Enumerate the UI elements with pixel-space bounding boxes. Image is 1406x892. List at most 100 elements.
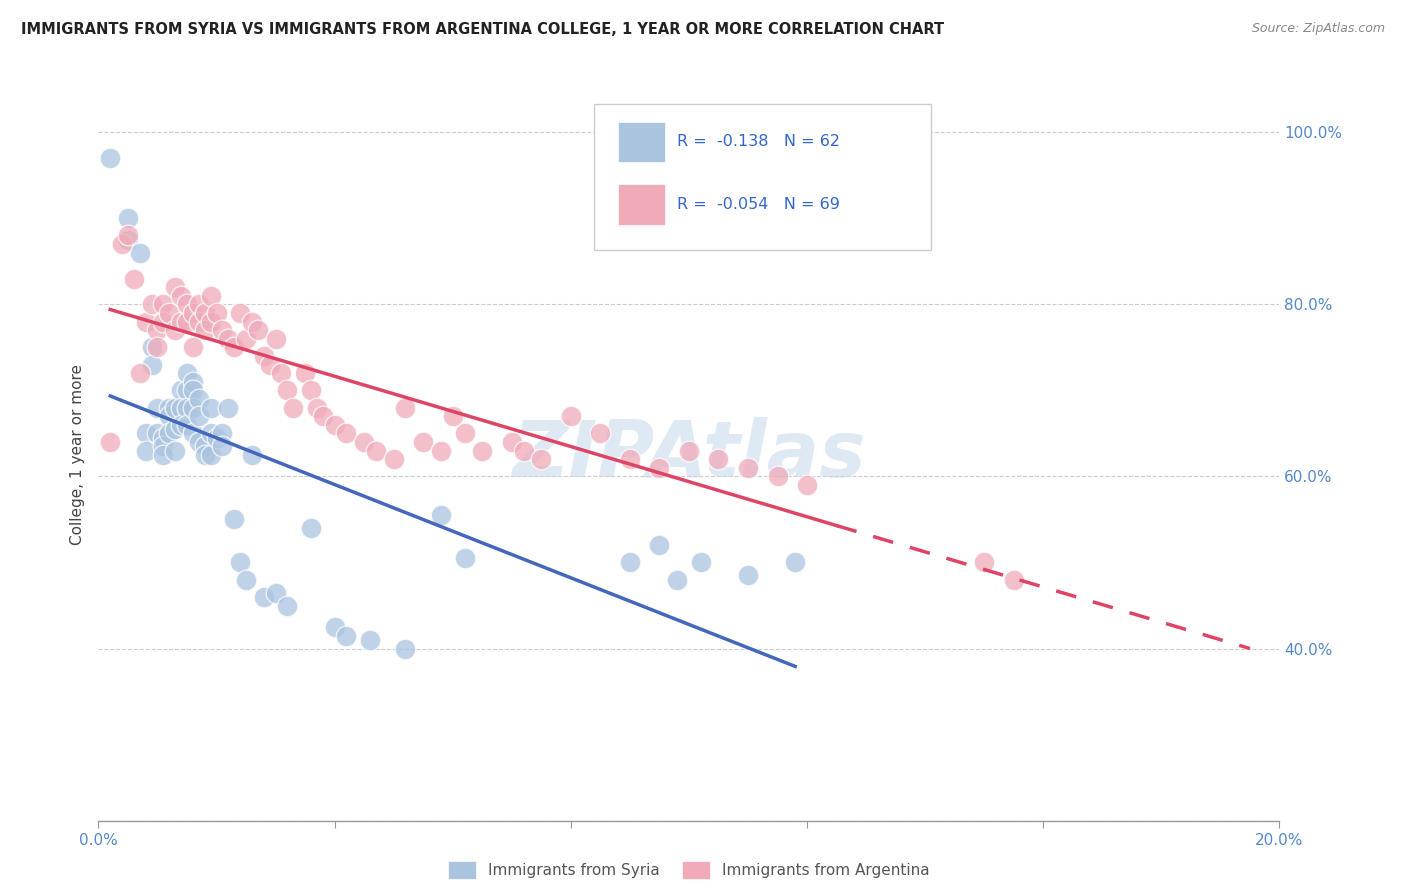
Point	[973, 556, 995, 570]
Point	[152, 314, 174, 328]
Point	[117, 228, 139, 243]
Point	[335, 426, 357, 441]
Point	[235, 573, 257, 587]
Point	[394, 641, 416, 656]
Point	[689, 556, 711, 570]
Point	[135, 314, 157, 328]
Point	[146, 426, 169, 441]
Point	[766, 469, 789, 483]
Point	[200, 401, 222, 415]
Point	[707, 452, 730, 467]
Point	[170, 384, 193, 398]
Point	[181, 401, 204, 415]
Point	[294, 366, 316, 380]
Point	[229, 306, 252, 320]
Point	[117, 233, 139, 247]
Legend: Immigrants from Syria, Immigrants from Argentina: Immigrants from Syria, Immigrants from A…	[440, 854, 938, 886]
Point	[501, 435, 523, 450]
Point	[152, 448, 174, 462]
Point	[240, 448, 263, 462]
Point	[187, 314, 209, 328]
Point	[229, 556, 252, 570]
Point	[259, 358, 281, 372]
Point	[217, 332, 239, 346]
Point	[471, 443, 494, 458]
Point	[312, 409, 335, 424]
Point	[117, 211, 139, 226]
Point	[276, 384, 298, 398]
Point	[785, 556, 807, 570]
Point	[412, 435, 434, 450]
Point	[205, 431, 228, 445]
Point	[187, 409, 209, 424]
Point	[187, 435, 209, 450]
Point	[165, 422, 187, 436]
Text: R =  -0.054   N = 69: R = -0.054 N = 69	[678, 196, 839, 211]
Y-axis label: College, 1 year or more: College, 1 year or more	[69, 365, 84, 545]
Point	[530, 452, 553, 467]
Point	[181, 426, 204, 441]
Point	[211, 323, 233, 337]
Point	[181, 306, 204, 320]
Point	[270, 366, 292, 380]
FancyBboxPatch shape	[595, 103, 931, 250]
Point	[200, 426, 222, 441]
Text: R =  -0.138   N = 62: R = -0.138 N = 62	[678, 135, 841, 149]
Point	[128, 366, 150, 380]
Point	[200, 314, 222, 328]
Point	[264, 585, 287, 599]
Point	[323, 417, 346, 432]
Point	[1002, 573, 1025, 587]
Point	[430, 508, 453, 523]
Point	[128, 245, 150, 260]
Point	[152, 297, 174, 311]
Point	[737, 460, 759, 475]
Point	[299, 384, 322, 398]
Point	[224, 340, 246, 354]
Point	[176, 417, 198, 432]
Point	[157, 401, 180, 415]
Point	[181, 340, 204, 354]
Point	[141, 297, 163, 311]
FancyBboxPatch shape	[619, 122, 665, 162]
Point	[560, 409, 582, 424]
Point	[253, 590, 276, 604]
Point	[364, 443, 387, 458]
Point	[240, 314, 263, 328]
Point	[170, 289, 193, 303]
Point	[619, 556, 641, 570]
Text: IMMIGRANTS FROM SYRIA VS IMMIGRANTS FROM ARGENTINA COLLEGE, 1 YEAR OR MORE CORRE: IMMIGRANTS FROM SYRIA VS IMMIGRANTS FROM…	[21, 22, 945, 37]
Point	[170, 401, 193, 415]
Point	[111, 237, 134, 252]
Text: ZIPAtlas: ZIPAtlas	[512, 417, 866, 493]
Point	[224, 512, 246, 526]
Point	[146, 340, 169, 354]
Point	[283, 401, 305, 415]
Point	[194, 439, 217, 453]
Point	[619, 452, 641, 467]
Point	[666, 573, 689, 587]
Point	[187, 392, 209, 406]
Point	[205, 306, 228, 320]
Point	[170, 417, 193, 432]
Point	[441, 409, 464, 424]
Point	[194, 448, 217, 462]
Point	[157, 306, 180, 320]
Point	[648, 460, 671, 475]
Point	[146, 323, 169, 337]
Point	[430, 443, 453, 458]
Point	[200, 289, 222, 303]
Point	[305, 401, 328, 415]
Point	[141, 340, 163, 354]
Point	[737, 568, 759, 582]
Point	[165, 280, 187, 294]
Point	[323, 620, 346, 634]
Point	[135, 426, 157, 441]
Point	[165, 401, 187, 415]
Point	[152, 439, 174, 453]
Point	[176, 366, 198, 380]
Point	[122, 271, 145, 285]
Point	[157, 409, 180, 424]
Point	[235, 332, 257, 346]
Text: Source: ZipAtlas.com: Source: ZipAtlas.com	[1251, 22, 1385, 36]
